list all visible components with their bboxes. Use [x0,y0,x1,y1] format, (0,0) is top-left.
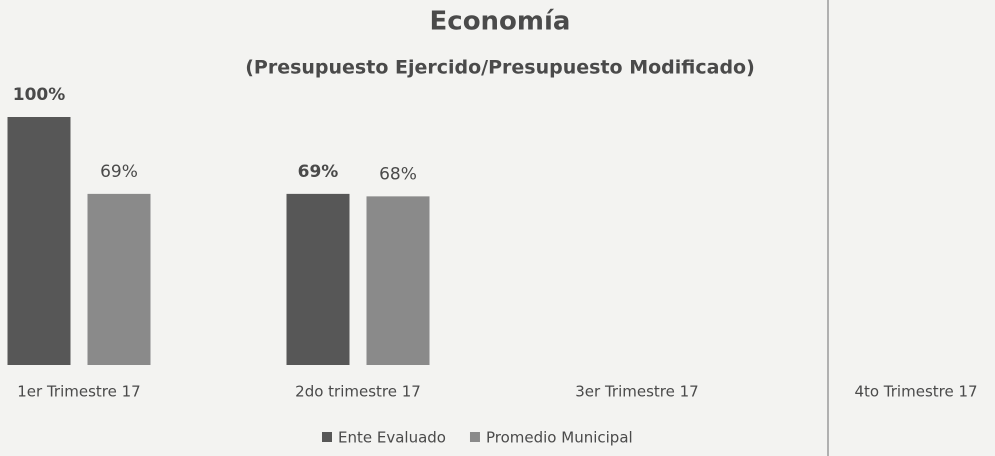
legend-swatch [322,432,332,442]
bar [7,117,71,365]
legend-label: Ente Evaluado [338,429,446,447]
bar [366,196,430,365]
value-label: 100% [13,85,66,105]
x-tick-label: 3er Trimestre 17 [575,383,698,401]
bar [87,193,151,365]
bar [286,193,350,365]
legend-label: Promedio Municipal [486,429,633,447]
value-label: 69% [100,162,138,182]
x-tick-label: 2do trimestre 17 [295,383,421,401]
chart-title: Economía [430,7,571,37]
value-label: 68% [379,164,417,184]
value-label: 69% [298,162,339,182]
chart-subtitle: (Presupuesto Ejercido/Presupuesto Modifi… [245,57,755,79]
x-tick-label: 4to Trimestre 17 [854,383,977,401]
x-tick-label: 1er Trimestre 17 [17,383,140,401]
legend-swatch [469,432,480,442]
